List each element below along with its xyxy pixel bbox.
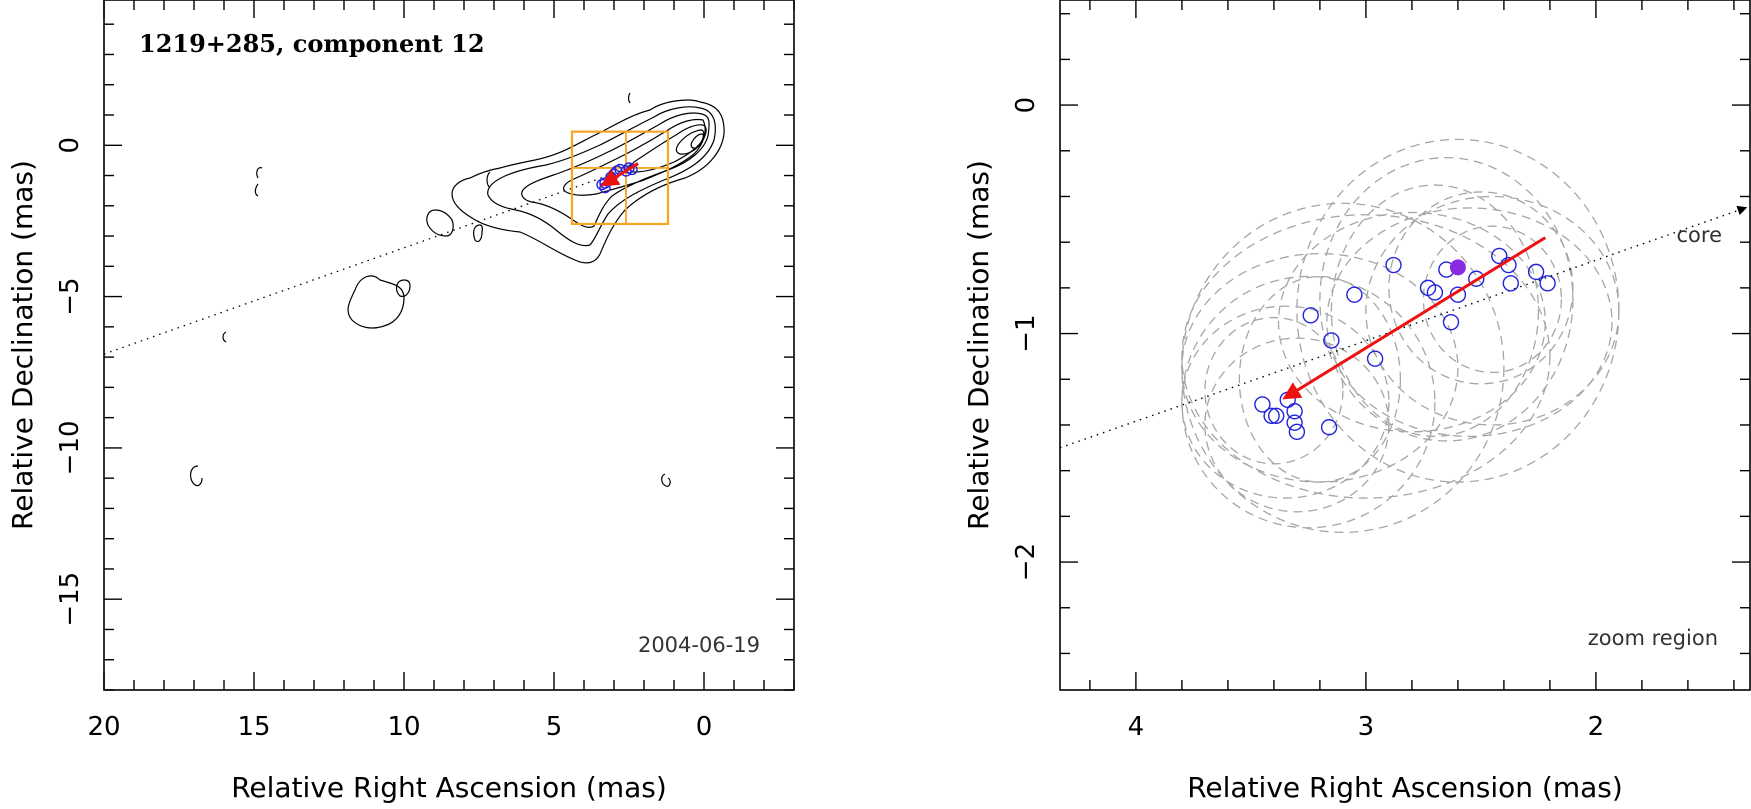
y-tick-label: 0 xyxy=(55,137,85,154)
contour xyxy=(395,279,411,297)
component-point xyxy=(1302,307,1319,324)
contour xyxy=(563,118,706,196)
y-axis-label: Relative Declination (mas) xyxy=(6,160,39,530)
component-point xyxy=(1385,256,1402,274)
error-ellipse xyxy=(1181,275,1436,529)
ridge-line xyxy=(104,164,639,355)
contour-map xyxy=(189,92,725,487)
contour xyxy=(222,331,227,343)
error-ellipse xyxy=(1181,214,1551,499)
y-tick-label: −5 xyxy=(55,277,85,315)
component-point xyxy=(1502,275,1520,292)
error-ellipse xyxy=(1365,195,1620,426)
contour xyxy=(521,112,710,229)
component-point xyxy=(1288,423,1306,441)
component-point xyxy=(1263,407,1280,425)
contour xyxy=(486,171,491,189)
left-frame xyxy=(103,0,795,691)
component-point xyxy=(1267,407,1285,425)
x-tick-label: 15 xyxy=(237,712,270,742)
component-point xyxy=(1539,275,1556,292)
date-label: 2004-06-19 xyxy=(638,633,760,657)
contour xyxy=(629,124,707,173)
component-point xyxy=(1254,396,1271,413)
chart-title: 1219+285, component 12 xyxy=(139,29,485,58)
contour xyxy=(627,92,631,104)
contour xyxy=(661,473,671,487)
error-ellipse xyxy=(1238,275,1402,483)
component-point xyxy=(1320,419,1338,436)
component-point xyxy=(620,165,632,177)
motion-arrow xyxy=(600,162,639,187)
error-ellipse xyxy=(1326,207,1613,438)
component-point xyxy=(1468,270,1485,287)
component-point xyxy=(1442,313,1460,331)
x-tick-label: 3 xyxy=(1358,712,1375,742)
component-point xyxy=(1323,332,1340,349)
y-tick-label: −1 xyxy=(1011,314,1041,352)
x-tick-label: 4 xyxy=(1128,712,1145,742)
contour xyxy=(426,209,454,237)
y-tick-label: −15 xyxy=(55,572,85,627)
x-tick-label: 0 xyxy=(696,712,713,742)
contour xyxy=(347,275,405,329)
component-point xyxy=(1491,247,1508,265)
error-ellipse xyxy=(1204,337,1390,513)
right-frame xyxy=(1059,0,1751,691)
component-points xyxy=(1254,247,1556,441)
x-axis-label: Relative Right Ascension (mas) xyxy=(231,771,667,804)
x-tick-label: 10 xyxy=(387,712,420,742)
error-ellipse xyxy=(1204,316,1344,465)
error-ellipse xyxy=(1422,225,1563,374)
contour xyxy=(473,224,483,243)
component-point xyxy=(1286,403,1303,420)
contour xyxy=(254,167,263,197)
error-ellipse xyxy=(1181,305,1390,499)
y-tick-label: −10 xyxy=(55,420,85,475)
component-point xyxy=(1426,284,1444,301)
right-panel: 4 3 2 0 −1 −2 core zoom region Relative Right… xyxy=(962,0,1751,804)
component-point xyxy=(1366,350,1384,367)
zoom-region-label: zoom region xyxy=(1588,626,1718,650)
y-tick-label: 0 xyxy=(1011,97,1041,114)
component-point xyxy=(1346,286,1363,303)
x-tick-label: 5 xyxy=(546,712,563,742)
error-ellipses xyxy=(1181,138,1620,534)
x-axis-label: Relative Right Ascension (mas) xyxy=(1187,771,1623,804)
zoom-box-outline xyxy=(570,130,670,226)
core-label: core xyxy=(1677,223,1723,247)
error-ellipse xyxy=(1319,156,1574,442)
error-ellipse xyxy=(1181,252,1459,483)
core-direction-line xyxy=(1060,205,1748,449)
x-tick-label: 20 xyxy=(87,712,120,742)
component-point xyxy=(1527,263,1545,281)
left-panel: 20 15 10 5 0 0 −5 −10 −15 xyxy=(6,0,795,804)
motion-arrow xyxy=(1282,236,1547,400)
contour xyxy=(189,465,203,487)
contour xyxy=(690,133,705,149)
error-ellipse xyxy=(1277,211,1546,433)
error-ellipse xyxy=(1330,184,1540,438)
y-tick-label: −2 xyxy=(1011,543,1041,581)
contour xyxy=(487,106,716,247)
contour xyxy=(451,99,725,264)
zoom-box xyxy=(570,130,670,226)
current-epoch-point xyxy=(1449,259,1466,276)
error-ellipse xyxy=(1388,191,1574,385)
component-point xyxy=(1286,414,1303,431)
y-axis-label: Relative Declination (mas) xyxy=(962,160,995,530)
x-tick-label: 2 xyxy=(1588,712,1605,742)
